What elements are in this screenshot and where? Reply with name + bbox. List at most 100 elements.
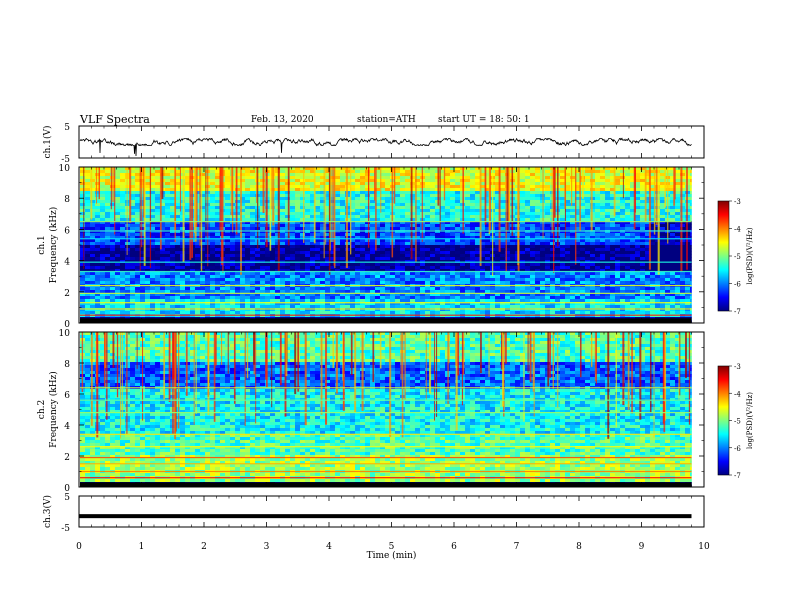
spectrogram-cell [340, 221, 346, 225]
spectrogram-cell [375, 257, 381, 261]
spectrogram-cell [215, 170, 221, 174]
spectrogram-cell [95, 299, 101, 303]
spectrogram-cell [305, 296, 311, 300]
spectrogram-cell [385, 236, 391, 240]
y-tick-label: 5 [64, 123, 70, 133]
spectrogram-cell [150, 272, 156, 276]
spectrogram-cell [355, 269, 361, 273]
spectrogram-cell [350, 197, 356, 201]
spectrogram-cell [500, 272, 506, 276]
spectrogram-cell [415, 275, 421, 279]
spectrogram-cell [455, 182, 461, 186]
spectrogram-cell [495, 275, 501, 279]
spectrogram-cell [280, 215, 286, 219]
spectrogram-cell [365, 206, 371, 210]
spectrogram-cell [250, 254, 256, 258]
spectrogram-cell [155, 248, 161, 252]
spectrogram-cell [480, 197, 486, 201]
spectrogram-cell [235, 293, 241, 297]
spectrogram-cell [485, 275, 491, 279]
spectrogram-cell [105, 269, 111, 273]
spectrogram-cell [525, 263, 531, 267]
spectrogram-cell [160, 230, 166, 234]
spectrogram-cell [300, 266, 306, 270]
spectrogram-cell [155, 275, 161, 279]
spectrogram-cell [535, 185, 541, 189]
spectrogram-cell [410, 281, 416, 285]
spectrogram-cell [365, 182, 371, 186]
spectrogram-cell [95, 218, 101, 222]
spectrogram-cell [165, 236, 171, 240]
spectrogram-cell [215, 311, 221, 315]
spectrogram-cell [440, 302, 446, 306]
spectrogram-cell [90, 251, 96, 255]
spectrogram-cell [85, 296, 91, 300]
spectrogram-cell [375, 248, 381, 252]
spectrogram-cell [375, 191, 381, 195]
spectrogram-cell [415, 182, 421, 186]
spectrogram-cell [135, 257, 141, 261]
spectrogram-cell [85, 179, 91, 183]
spectrogram-cell [375, 278, 381, 282]
spectrogram-cell [380, 296, 386, 300]
spectrogram-cell [160, 218, 166, 222]
spectrogram-cell [455, 275, 461, 279]
spectrogram-cell [355, 203, 361, 207]
spectrogram-cell [380, 245, 386, 249]
spectrogram-cell [380, 200, 386, 204]
spectrogram-cell [270, 254, 276, 258]
spectrogram-cell [235, 188, 241, 192]
spectrogram-cell [490, 293, 496, 297]
spectrogram-cell [185, 296, 191, 300]
spectrogram-cell [460, 293, 466, 297]
spectrogram-cell [95, 179, 101, 183]
spectrogram-cell [85, 254, 91, 258]
spectrogram-cell [180, 302, 186, 306]
spectrogram-cell [520, 251, 526, 255]
spectrogram-cell [100, 221, 106, 225]
spectrogram-cell [105, 275, 111, 279]
spectrogram-cell [430, 278, 436, 282]
spectrogram-cell [390, 290, 396, 294]
spectrogram-cell [80, 221, 86, 225]
spectrogram-cell [305, 299, 311, 303]
spectrogram-cell [290, 179, 296, 183]
spectrogram-cell [175, 299, 181, 303]
spectrogram-cell [380, 233, 386, 237]
spectrogram-cell [410, 188, 416, 192]
spectrogram-cell [405, 263, 411, 267]
spectrogram-cell [215, 272, 221, 276]
spectrogram-cell [235, 311, 241, 315]
spectrogram-cell [115, 248, 121, 252]
spectrogram-cell [240, 188, 246, 192]
spectrogram-cell [240, 251, 246, 255]
spectrogram-cell [345, 287, 351, 291]
spectrogram-cell [175, 176, 181, 180]
spectrogram-cell [90, 185, 96, 189]
spectrogram-cell [525, 230, 531, 234]
spectrogram-cell [515, 272, 521, 276]
spectrogram-cell [475, 311, 481, 315]
spectrogram-cell [440, 239, 446, 243]
spectrogram-cell [100, 197, 106, 201]
spectrogram-cell [465, 185, 471, 189]
spectrogram-cell [385, 215, 391, 219]
spectrogram-cell [315, 278, 321, 282]
spectrogram-cell [225, 173, 231, 177]
spectrogram-cell [290, 281, 296, 285]
spectrogram-cell [320, 296, 326, 300]
spectrogram-cell [415, 296, 421, 300]
spectrogram-cell [225, 290, 231, 294]
spectrogram-cell [450, 224, 456, 228]
spectrogram-cell [310, 308, 316, 312]
spectrogram-cell [225, 242, 231, 246]
spectrogram-cell [410, 245, 416, 249]
spectrogram-cell [470, 272, 476, 276]
spectrogram-cell [350, 185, 356, 189]
spectrogram-cell [470, 263, 476, 267]
spectrogram-cell [285, 263, 291, 267]
spectrogram-cell [185, 290, 191, 294]
spectrogram-cell [320, 200, 326, 204]
spectrogram-cell [545, 269, 551, 273]
spectrogram-cell [360, 293, 366, 297]
